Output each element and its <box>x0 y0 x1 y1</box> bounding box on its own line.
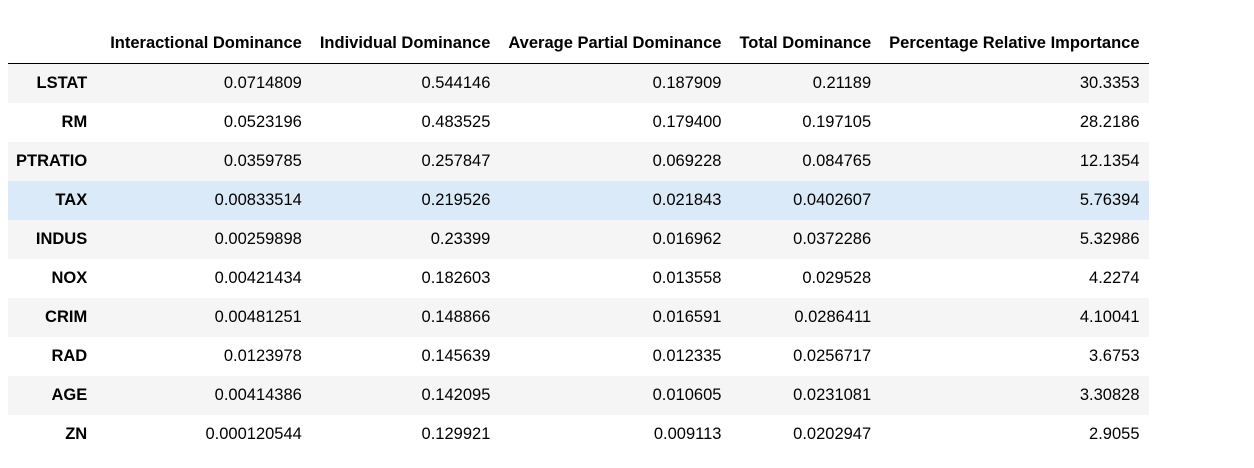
table-cell: 0.021843 <box>652 191 722 209</box>
table-cell: 0.00421434 <box>214 269 302 287</box>
table-cell: 0.187909 <box>652 74 722 92</box>
row-label: PTRATIO <box>16 152 88 170</box>
table-cell: 0.084765 <box>802 152 872 170</box>
table-cell: 0.0359785 <box>223 152 302 170</box>
table-cell: 0.029528 <box>802 269 872 287</box>
table-cell: 0.00833514 <box>214 191 302 209</box>
table-cell: 0.483525 <box>421 113 491 131</box>
table-cell: 30.3353 <box>1079 74 1140 92</box>
table-cell: 0.0714809 <box>223 74 302 92</box>
table-cell: 0.016591 <box>652 308 722 326</box>
row-label: RM <box>61 113 88 131</box>
table-cell: 0.010605 <box>652 386 722 404</box>
table-cell: 0.0372286 <box>793 230 872 248</box>
table-cell: 0.0286411 <box>794 308 872 326</box>
table-cell: 0.544146 <box>421 74 491 92</box>
table-cell: 0.00481251 <box>214 308 302 326</box>
table-row: RM 0.0523196 0.483525 0.179400 0.197105 … <box>8 103 1149 142</box>
table-cell: 0.21189 <box>812 74 872 92</box>
table-row: LSTAT 0.0714809 0.544146 0.187909 0.2118… <box>8 63 1149 103</box>
table-cell: 0.016962 <box>652 230 722 248</box>
table-cell: 0.148866 <box>421 308 491 326</box>
row-label: ZN <box>65 425 88 443</box>
table-cell: 0.0202947 <box>793 425 872 443</box>
table-row: AGE 0.00414386 0.142095 0.010605 0.02310… <box>8 376 1149 415</box>
dominance-table-container: Interactional Dominance Individual Domin… <box>8 24 1149 454</box>
table-cell: 0.145639 <box>421 347 491 365</box>
table-cell: 0.129921 <box>421 425 491 443</box>
table-cell: 12.1354 <box>1079 152 1140 170</box>
column-header: Total Dominance <box>730 24 881 64</box>
table-cell: 0.00414386 <box>214 386 302 404</box>
table-cell: 0.0256717 <box>793 347 872 365</box>
table-cell: 3.6753 <box>1089 347 1140 365</box>
table-cell: 0.179400 <box>652 113 722 131</box>
table-cell: 0.009113 <box>653 425 722 443</box>
dominance-table: Interactional Dominance Individual Domin… <box>8 24 1149 454</box>
header-row: Interactional Dominance Individual Domin… <box>8 24 1149 64</box>
column-header: Percentage Relative Importance <box>880 24 1149 64</box>
table-cell: 4.2274 <box>1089 269 1140 287</box>
table-body: LSTAT 0.0714809 0.544146 0.187909 0.2118… <box>8 63 1149 454</box>
table-cell: 0.23399 <box>430 230 491 248</box>
table-row-highlighted: TAX 0.00833514 0.219526 0.021843 0.04026… <box>8 181 1149 220</box>
table-cell: 28.2186 <box>1079 113 1140 131</box>
table-cell: 0.197105 <box>802 113 872 131</box>
table-cell: 0.00259898 <box>214 230 302 248</box>
table-cell: 5.32986 <box>1079 230 1140 248</box>
table-row: PTRATIO 0.0359785 0.257847 0.069228 0.08… <box>8 142 1149 181</box>
column-header: Average Partial Dominance <box>499 24 731 64</box>
table-cell: 0.0123978 <box>223 347 302 365</box>
table-cell: 0.0523196 <box>223 113 302 131</box>
table-row: CRIM 0.00481251 0.148866 0.016591 0.0286… <box>8 298 1149 337</box>
row-label: NOX <box>51 269 88 287</box>
column-header: Individual Dominance <box>310 24 500 64</box>
table-row: INDUS 0.00259898 0.23399 0.016962 0.0372… <box>8 220 1149 259</box>
table-row: NOX 0.00421434 0.182603 0.013558 0.02952… <box>8 259 1149 298</box>
row-label: CRIM <box>45 308 88 326</box>
column-header: Interactional Dominance <box>101 24 311 64</box>
table-cell: 0.069228 <box>652 152 722 170</box>
table-cell: 0.0402607 <box>793 191 872 209</box>
row-label: LSTAT <box>36 74 88 92</box>
table-cell: 0.013558 <box>652 269 722 287</box>
table-cell: 3.30828 <box>1079 386 1140 404</box>
table-row: RAD 0.0123978 0.145639 0.012335 0.025671… <box>8 337 1149 376</box>
index-header <box>8 24 102 64</box>
row-label: TAX <box>55 191 88 209</box>
table-cell: 0.182603 <box>421 269 491 287</box>
table-cell: 5.76394 <box>1079 191 1140 209</box>
table-cell: 0.257847 <box>421 152 491 170</box>
table-cell: 0.000120544 <box>205 425 302 443</box>
table-cell: 0.219526 <box>421 191 491 209</box>
table-header: Interactional Dominance Individual Domin… <box>8 24 1149 64</box>
table-cell: 2.9055 <box>1089 425 1140 443</box>
table-cell: 4.10041 <box>1079 308 1140 326</box>
row-label: INDUS <box>35 230 88 248</box>
row-label: AGE <box>51 386 88 404</box>
table-row: ZN 0.000120544 0.129921 0.009113 0.02029… <box>8 415 1149 454</box>
table-cell: 0.142095 <box>421 386 491 404</box>
row-label: RAD <box>51 347 88 365</box>
table-cell: 0.0231081 <box>793 386 872 404</box>
table-cell: 0.012335 <box>652 347 722 365</box>
